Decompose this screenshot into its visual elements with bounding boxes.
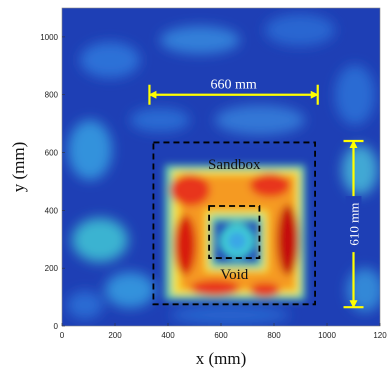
y-axis-label: y (mm) [9, 142, 28, 193]
y-tick-label: 400 [45, 206, 59, 215]
x-tick-label: 400 [161, 331, 175, 340]
x-tick-label: 0 [60, 331, 65, 340]
y-tick-label: 200 [45, 264, 59, 273]
x-tick-label: 800 [267, 331, 281, 340]
y-tick-label: 1000 [40, 33, 58, 42]
sandbox-signal [165, 165, 305, 300]
height-dimension-label: 610 mm [347, 203, 362, 246]
y-tick-label: 800 [45, 91, 59, 100]
void-outline [208, 205, 261, 259]
sandbox-label: Sandbox [208, 157, 261, 173]
heatmap-plot-area [62, 8, 380, 326]
sandbox-outline [152, 141, 316, 306]
x-axis-ticks: 0 200 400 600 800 1000 120 [60, 323, 387, 340]
y-tick-label: 0 [54, 322, 59, 331]
annotation-overlays: 660 mm 610 mm Sandbox Void [148, 78, 364, 309]
x-tick-label: 120 [373, 331, 387, 340]
height-dimension-label-bg [345, 196, 362, 253]
x-axis-label: x (mm) [196, 349, 247, 368]
y-axis-ticks: 0 200 400 600 800 1000 [40, 33, 65, 331]
y-tick-label: 600 [45, 149, 59, 158]
x-tick-label: 200 [108, 331, 122, 340]
width-dimension-label: 660 mm [210, 78, 256, 93]
void-label: Void [220, 267, 249, 283]
x-tick-label: 600 [214, 331, 228, 340]
x-tick-label: 1000 [318, 331, 336, 340]
